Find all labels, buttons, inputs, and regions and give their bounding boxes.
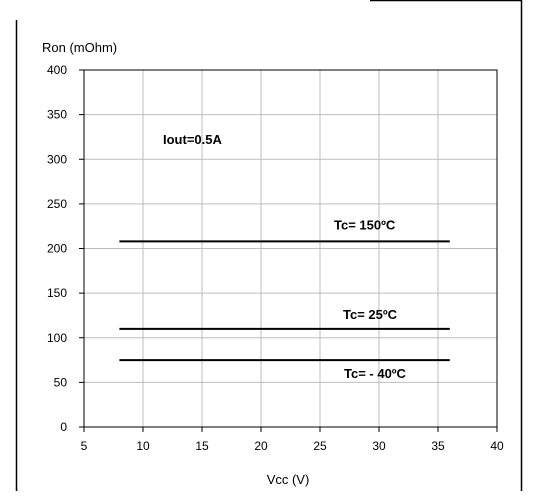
x-axis-label: Vcc (V) (267, 472, 310, 487)
y-tick-label: 350 (47, 108, 67, 122)
y-tick-label: 300 (47, 152, 67, 166)
x-tick-label: 35 (431, 439, 445, 453)
y-tick-label: 0 (60, 420, 67, 434)
x-tick-label: 5 (81, 439, 88, 453)
series-label: Tc= 25ºC (343, 307, 398, 322)
y-tick-label: 150 (47, 286, 67, 300)
y-tick-label: 50 (54, 375, 68, 389)
x-tick-label: 20 (254, 439, 268, 453)
y-tick-label: 250 (47, 197, 67, 211)
axes (79, 69, 498, 432)
x-tick-label: 40 (490, 439, 504, 453)
x-tick-label: 30 (372, 439, 386, 453)
series-label: Tc= - 40ºC (344, 366, 407, 381)
series-labels: Tc= 150ºC Tc= 25ºC Tc= - 40ºC (334, 217, 407, 381)
y-tick-label: 200 (47, 242, 67, 256)
series-lines (119, 240, 450, 362)
x-tick-label: 25 (313, 439, 327, 453)
series-label: Tc= 150ºC (334, 217, 396, 232)
condition-annotation: Iout=0.5A (163, 132, 222, 147)
y-tick-labels: 0 50 100 150 200 250 300 350 400 (47, 63, 67, 434)
y-axis-label: Ron (mOhm) (42, 40, 117, 55)
x-tick-labels: 5 10 15 20 25 30 35 40 (81, 439, 504, 453)
y-tick-label: 100 (47, 331, 67, 345)
x-tick-label: 10 (136, 439, 150, 453)
y-tick-label: 400 (47, 63, 67, 77)
grid (83, 69, 498, 428)
x-tick-label: 15 (195, 439, 209, 453)
